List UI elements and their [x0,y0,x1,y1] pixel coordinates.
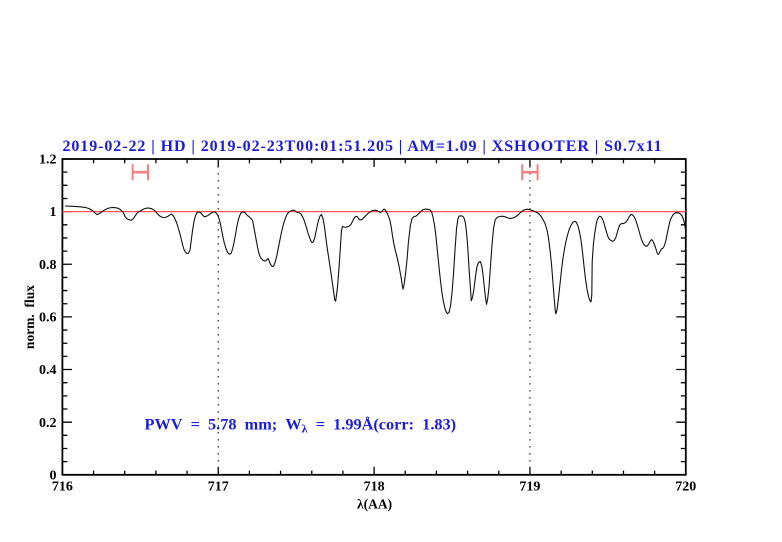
svg-text:716: 716 [52,480,73,495]
svg-text:0: 0 [50,468,57,483]
svg-text:718: 718 [364,480,385,495]
svg-text:717: 717 [208,480,229,495]
svg-text:λ(AA): λ(AA) [357,497,392,512]
svg-text:1: 1 [50,205,57,220]
svg-text:0.2: 0.2 [39,416,57,431]
svg-text:1.2: 1.2 [39,153,57,168]
svg-text:0.4: 0.4 [39,363,57,378]
svg-text:720: 720 [675,480,696,495]
svg-text:719: 719 [519,480,540,495]
svg-text:0.8: 0.8 [39,258,57,273]
svg-text:norm. flux: norm. flux [22,285,37,349]
svg-text:2019-02-22 | HD | 2019-02-23T0: 2019-02-22 | HD | 2019-02-23T00:01:51.20… [62,138,662,155]
svg-text:0.6: 0.6 [39,311,57,326]
svg-text:PWV = 5.78 mm; Wλ = 1.99: PWV = 5.78 mm; Wλ = 1.99Å(corr: 1.83) [145,415,457,436]
